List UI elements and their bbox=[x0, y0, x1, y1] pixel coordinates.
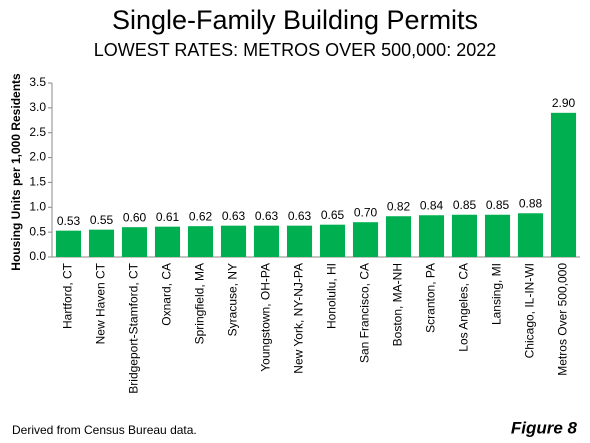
x-tick-label: Springfield, MA bbox=[193, 263, 207, 344]
value-label: 0.53 bbox=[57, 214, 81, 228]
value-label: 0.65 bbox=[321, 208, 345, 222]
bar bbox=[550, 112, 577, 257]
x-tick-label: Bridgeport-Stamford, CT bbox=[127, 262, 141, 393]
value-label: 0.88 bbox=[519, 196, 543, 210]
value-label: 0.61 bbox=[156, 210, 180, 224]
bar bbox=[220, 225, 247, 257]
x-tick-label: Scranton, PA bbox=[424, 263, 438, 333]
y-tick-label: 1.0 bbox=[29, 199, 46, 213]
source-note: Derived from Census Bureau data. bbox=[12, 423, 197, 437]
value-label: 0.63 bbox=[222, 209, 246, 223]
x-tick-label: Hartford, CT bbox=[61, 262, 75, 329]
bar bbox=[319, 224, 346, 257]
bar bbox=[253, 225, 280, 257]
x-tick-label: Syracuse, NY bbox=[226, 263, 240, 336]
value-label: 0.63 bbox=[255, 209, 279, 223]
y-tick-label: 1.5 bbox=[29, 175, 46, 189]
x-tick-label: Lansing, MI bbox=[490, 263, 504, 325]
value-label: 0.82 bbox=[387, 199, 411, 213]
chart-subtitle: LOWEST RATES: METROS OVER 500,000: 2022 bbox=[94, 40, 497, 60]
value-label: 2.90 bbox=[552, 96, 576, 110]
x-tick-label: Boston, MA-NH bbox=[391, 263, 405, 346]
bar bbox=[55, 230, 82, 257]
value-label: 0.63 bbox=[288, 209, 312, 223]
x-tick-label: Oxnard, CA bbox=[160, 263, 174, 326]
x-tick-label: Youngstown, OH-PA bbox=[259, 263, 273, 372]
x-tick-label: Honolulu, HI bbox=[325, 263, 339, 329]
x-tick-label: Metros Over 500,000 bbox=[556, 263, 570, 376]
bar bbox=[286, 225, 313, 257]
bar bbox=[517, 213, 544, 257]
bar bbox=[385, 216, 412, 257]
value-label: 0.84 bbox=[420, 198, 444, 212]
value-label: 0.55 bbox=[90, 213, 114, 227]
value-label: 0.85 bbox=[486, 198, 510, 212]
bar bbox=[187, 226, 214, 257]
x-tick-label: New York, NY-NJ-PA bbox=[292, 263, 306, 374]
bar bbox=[154, 226, 181, 257]
x-tick-label: Los Angeles, CA bbox=[457, 263, 471, 352]
value-label: 0.60 bbox=[123, 210, 147, 224]
bar bbox=[88, 229, 115, 257]
y-tick-label: 0.0 bbox=[29, 249, 46, 263]
value-label: 0.70 bbox=[354, 205, 378, 219]
x-tick-label: San Francisco, CA bbox=[358, 263, 372, 363]
bar bbox=[121, 227, 148, 257]
bar bbox=[451, 214, 478, 257]
y-tick-label: 3.5 bbox=[29, 75, 46, 89]
x-tick-label: Chicago, IL-IN-WI bbox=[523, 263, 537, 358]
bar bbox=[484, 214, 511, 257]
y-tick-label: 2.0 bbox=[29, 150, 46, 164]
bar bbox=[352, 222, 379, 257]
y-tick-label: 0.5 bbox=[29, 224, 46, 238]
x-tick-label: New Haven CT bbox=[94, 262, 108, 344]
value-label: 0.62 bbox=[189, 209, 213, 223]
bar bbox=[418, 215, 445, 257]
value-label: 0.85 bbox=[453, 198, 477, 212]
y-tick-label: 2.5 bbox=[29, 125, 46, 139]
y-axis-label: Housing Units per 1,000 Residents bbox=[9, 73, 23, 271]
figure-label: Figure 8 bbox=[511, 418, 578, 437]
y-tick-label: 3.0 bbox=[29, 100, 46, 114]
chart-title: Single-Family Building Permits bbox=[112, 5, 478, 35]
